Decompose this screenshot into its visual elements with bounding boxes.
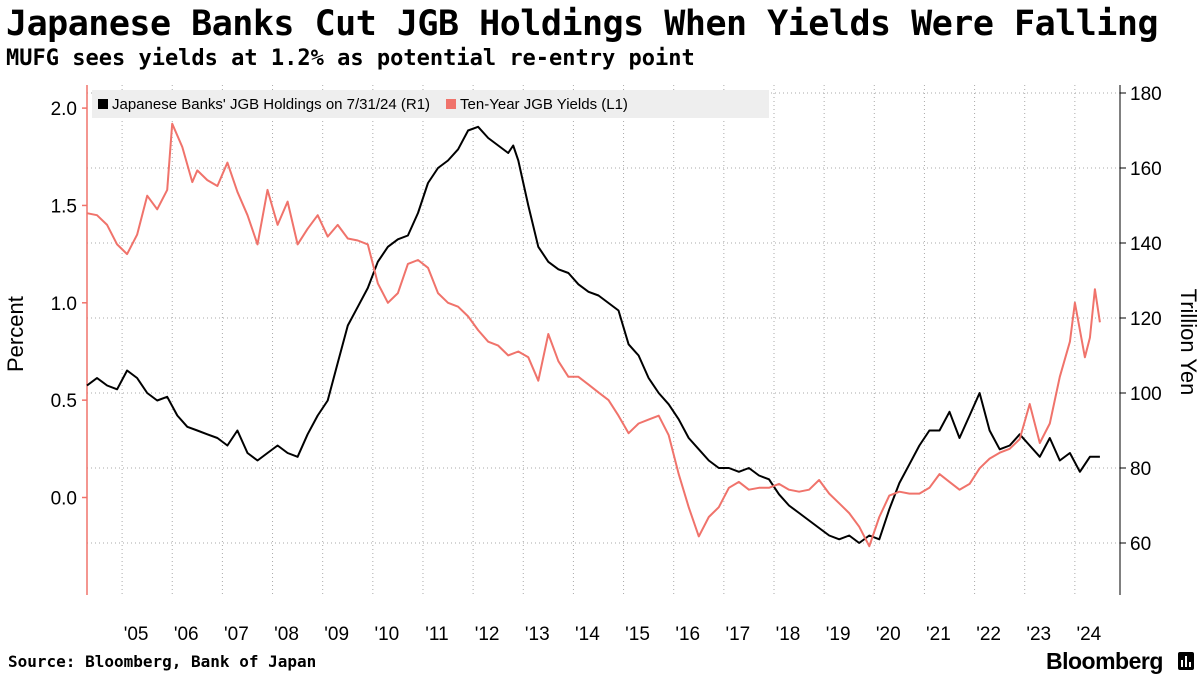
chart-title: Japanese Banks Cut JGB Holdings When Yie… [6,4,1159,44]
x-tick-label: '13 [525,624,550,645]
chart-legend: Japanese Banks' JGB Holdings on 7/31/24 … [92,90,769,118]
y-axis-left-title: Percent [3,296,28,372]
legend-swatch-yields [446,99,457,109]
y-tick-label-left: 2.0 [51,99,77,120]
x-tick-label: '07 [224,624,249,645]
legend-item-holdings[interactable]: Japanese Banks' JGB Holdings on 7/31/24 … [98,96,430,113]
bloomberg-bars-icon [1178,652,1194,670]
y-tick-label-right: 100 [1130,384,1162,405]
legend-item-yields[interactable]: Ten-Year JGB Yields (L1) [446,96,628,113]
y-tick-label-right: 60 [1130,534,1151,555]
x-tick-label: '15 [625,624,650,645]
x-tick-label: '17 [725,624,750,645]
chart-subtitle: MUFG sees yields at 1.2% as potential re… [6,46,695,71]
y-tick-label-left: 0.0 [51,489,77,510]
x-tick-label: '20 [876,624,901,645]
x-tick-label: '22 [976,624,1001,645]
x-tick-label: '08 [274,624,299,645]
y-tick-label-right: 80 [1130,459,1151,480]
series-line-holdings [86,125,1100,544]
x-tick-label: '18 [776,624,801,645]
x-tick-label: '05 [124,624,149,645]
x-tick-label: '06 [174,624,199,645]
source-note: Source: Bloomberg, Bank of Japan [8,652,317,671]
bloomberg-logo: Bloomberg [1046,648,1163,674]
legend-label-holdings: Japanese Banks' JGB Holdings on 7/31/24 … [112,95,431,113]
x-tick-label: '10 [374,624,399,645]
x-tick-label: '16 [675,624,700,645]
x-tick-label: '14 [575,624,600,645]
legend-swatch-holdings [98,99,108,109]
y-tick-label-left: 0.5 [51,391,77,412]
x-tick-label: '23 [1026,624,1051,645]
y-tick-label-left: 1.5 [51,196,77,217]
x-tick-label: '11 [425,624,448,645]
y-tick-label-left: 1.0 [51,294,77,315]
y-tick-label-right: 120 [1130,309,1162,330]
x-tick-label: '09 [324,624,349,645]
x-tick-label: '24 [1076,624,1101,645]
x-tick-label: '12 [475,624,500,645]
y-tick-label-right: 140 [1130,234,1162,255]
legend-label-yields: Ten-Year JGB Yields (L1) [460,95,628,113]
y-tick-label-right: 180 [1130,84,1162,105]
x-tick-label: '21 [926,624,951,645]
y-tick-label-right: 160 [1130,159,1162,180]
series-line-yields [86,122,1101,548]
y-axis-right-title: Trillion Yen [1176,288,1200,396]
x-tick-label: '19 [826,624,851,645]
